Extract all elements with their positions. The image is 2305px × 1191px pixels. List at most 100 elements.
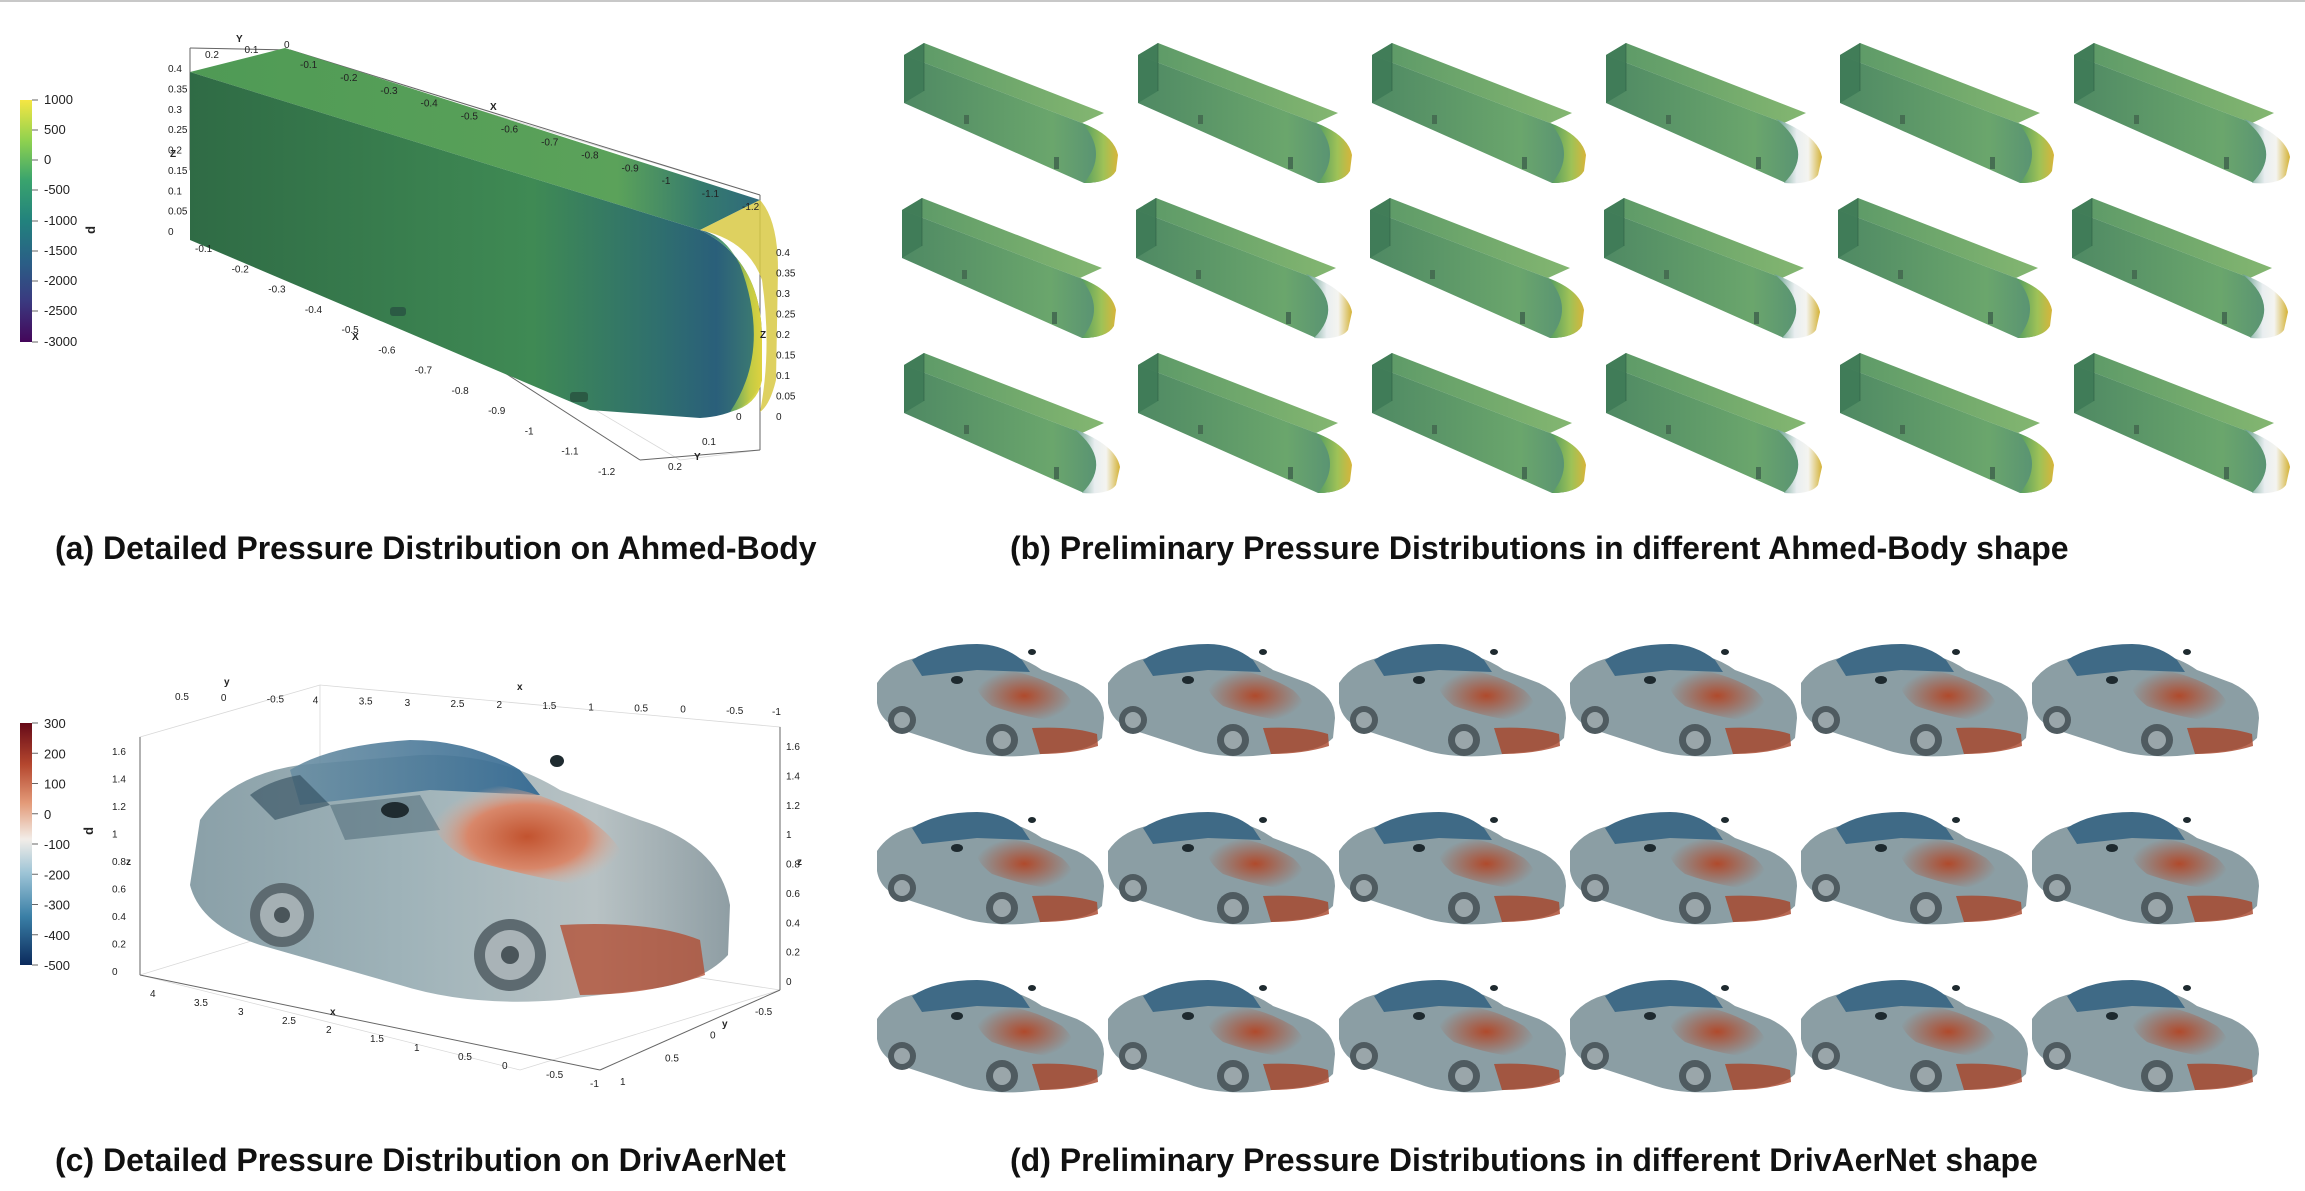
drivaer-tick: 1.6 bbox=[786, 742, 800, 753]
drivaer-tick: 0.4 bbox=[786, 918, 800, 929]
drivaer-shape-thumbnail bbox=[1339, 812, 1566, 925]
drivaer-shape-thumbnail bbox=[1570, 812, 1797, 925]
cb-c-tick: -400 bbox=[44, 928, 70, 943]
panel-b bbox=[890, 25, 2305, 495]
ahmed-tick: 0.4 bbox=[776, 248, 790, 259]
drivaer-tick: 0 bbox=[112, 967, 118, 978]
drivaer-tick: 0.5 bbox=[634, 704, 648, 715]
colorbar-c-ticks: 300 200 100 0 -100 -200 -300 -400 -500 bbox=[32, 716, 70, 973]
cb-c-tick: 200 bbox=[44, 746, 66, 761]
drivaer-tick: -0.5 bbox=[546, 1070, 564, 1081]
drivaer-z-axis-label-right: z bbox=[797, 857, 802, 868]
drivaer-car-detailed bbox=[190, 740, 730, 1002]
colorbar-a-ticks: 1000 500 0 -500 -1000 -1500 -2000 -2500 … bbox=[32, 92, 77, 349]
drivaer-tick: 0 bbox=[786, 977, 792, 988]
drivaer-shape-thumbnail bbox=[2032, 812, 2259, 925]
drivaer-tick: 1.5 bbox=[542, 701, 556, 712]
drivaer-shape-thumbnail bbox=[1108, 812, 1335, 925]
ahmed-tick: 0.2 bbox=[168, 146, 182, 157]
ahmed-tick: 0.35 bbox=[776, 269, 796, 280]
drivaer-shape-thumbnail bbox=[1108, 644, 1335, 757]
drivaer-shape-thumbnail bbox=[877, 980, 1104, 1093]
ahmed-tick: -1.1 bbox=[702, 189, 720, 200]
cb-c-tick: -100 bbox=[44, 837, 70, 852]
caption-c: (c) Detailed Pressure Distribution on Dr… bbox=[55, 1142, 786, 1178]
ahmed-top-y-ticks: 0.2 0.1 0 bbox=[205, 40, 290, 61]
cb-c-tick: -300 bbox=[44, 898, 70, 913]
ahmed-left-z-ticks: 0.4 0.35 0.3 0.25 0.2 0.15 0.1 0.05 0 bbox=[168, 64, 188, 238]
cb-c-tick: -500 bbox=[44, 958, 70, 973]
drivaer-z-axis-label: z bbox=[126, 857, 131, 868]
colorbar-a bbox=[20, 100, 32, 342]
cb-a-tick: -1000 bbox=[44, 213, 77, 228]
drivaer-tick: -1 bbox=[772, 707, 781, 718]
drivaer-tick: 0 bbox=[502, 1061, 508, 1072]
drivaer-tick: 0.6 bbox=[786, 889, 800, 900]
drivaer-tick: 1 bbox=[786, 830, 792, 841]
panel-b-figure bbox=[901, 42, 2290, 494]
ahmed-tick: -0.2 bbox=[340, 73, 358, 84]
drivaer-tick: 2.5 bbox=[282, 1016, 296, 1027]
colorbar-a-title: p bbox=[85, 226, 100, 234]
ahmed-tick: -0.8 bbox=[581, 150, 599, 161]
drivaer-tick: 2.5 bbox=[451, 699, 465, 710]
ahmed-tick: 0.4 bbox=[168, 64, 182, 75]
ahmed-shape-thumbnail bbox=[2071, 197, 2288, 339]
drivaer-x-axis-label: x bbox=[517, 682, 523, 693]
drivaer-right-z-ticks: 1.6 1.4 1.2 1 0.8 0.6 0.4 0.2 0 bbox=[786, 742, 800, 988]
ahmed-tick: -0.8 bbox=[452, 386, 470, 397]
drivaer-tick: 1.4 bbox=[112, 775, 126, 786]
ahmed-y-axis-label-right: Y bbox=[694, 452, 701, 463]
drivaer-y-axis-label: y bbox=[224, 677, 230, 688]
ahmed-body-detailed bbox=[190, 48, 778, 418]
cb-a-tick: -3000 bbox=[44, 334, 77, 349]
ahmed-tick: 0.1 bbox=[702, 437, 716, 448]
ahmed-tick: 0.3 bbox=[776, 289, 790, 300]
panel-a-figure: 1000 500 0 -500 -1000 -1500 -2000 -2500 … bbox=[20, 34, 796, 478]
drivaer-left-z-ticks: 1.6 1.4 1.2 1 0.8 0.6 0.4 0.2 0 bbox=[112, 747, 126, 978]
drivaer-tick: 3.5 bbox=[194, 998, 208, 1009]
ahmed-shape-thumbnail bbox=[1137, 352, 1352, 494]
drivaer-tick: 1 bbox=[112, 830, 118, 841]
drivaer-tick: 0.5 bbox=[175, 692, 189, 703]
drivaer-tick: 4 bbox=[150, 989, 156, 1000]
ahmed-tick: -0.1 bbox=[195, 244, 213, 255]
ahmed-tick: -0.3 bbox=[380, 86, 398, 97]
ahmed-z-axis-label: Z bbox=[170, 149, 176, 160]
ahmed-tick: -0.5 bbox=[342, 325, 360, 336]
drivaer-bottom-x-ticks: 4 3.5 3 2.5 2 1.5 1 0.5 0 -0.5 -1 bbox=[150, 989, 599, 1090]
drivaer-tick: 0.5 bbox=[665, 1054, 679, 1065]
ahmed-tick: -0.6 bbox=[378, 345, 396, 356]
cb-a-tick: 500 bbox=[44, 122, 66, 137]
drivaer-x-axis-label-bottom: x bbox=[330, 1007, 336, 1018]
drivaer-tick: 2 bbox=[497, 700, 503, 711]
ahmed-tick: 0.2 bbox=[776, 330, 790, 341]
drivaer-tick: -1 bbox=[590, 1079, 599, 1090]
ahmed-tick: 0.25 bbox=[168, 125, 188, 136]
drivaer-shape-thumbnail bbox=[1570, 644, 1797, 757]
caption-b: (b) Preliminary Pressure Distributions i… bbox=[1010, 530, 2069, 566]
drivaer-tick: 0 bbox=[221, 693, 227, 704]
drivaer-tick: 0.5 bbox=[458, 1052, 472, 1063]
panel-a: 1000 500 0 -500 -1000 -1500 -2000 -2500 … bbox=[0, 20, 880, 490]
drivaer-shape-thumbnail bbox=[2032, 644, 2259, 757]
drivaer-shape-thumbnail bbox=[877, 644, 1104, 757]
drivaer-shape-thumbnail bbox=[1801, 644, 2028, 757]
drivaer-shape-thumbnail bbox=[1108, 980, 1335, 1093]
ahmed-shape-thumbnail bbox=[1371, 352, 1586, 494]
cb-c-tick: -200 bbox=[44, 867, 70, 882]
ahmed-tick: -0.4 bbox=[305, 305, 323, 316]
drivaer-tick: 0.8 bbox=[112, 857, 126, 868]
ahmed-tick: -1.2 bbox=[742, 202, 760, 213]
ahmed-right-y-ticks: 0 0.1 0.2 bbox=[668, 412, 742, 473]
ahmed-tick: -0.2 bbox=[232, 264, 250, 275]
drivaer-shape-thumbnail bbox=[2032, 980, 2259, 1093]
drivaer-shape-thumbnail bbox=[1801, 812, 2028, 925]
ahmed-shape-thumbnail bbox=[903, 352, 1120, 494]
ahmed-tick: 0.35 bbox=[168, 84, 188, 95]
cb-a-tick: 1000 bbox=[44, 92, 73, 107]
ahmed-shape-thumbnail bbox=[1837, 197, 2052, 339]
drivaer-top-ticks: 0.5 0 -0.5 4 3.5 3 2.5 2 1.5 1 0.5 0 -0.5 -1 bbox=[175, 692, 781, 718]
ahmed-y-axis-label: Y bbox=[236, 34, 243, 45]
